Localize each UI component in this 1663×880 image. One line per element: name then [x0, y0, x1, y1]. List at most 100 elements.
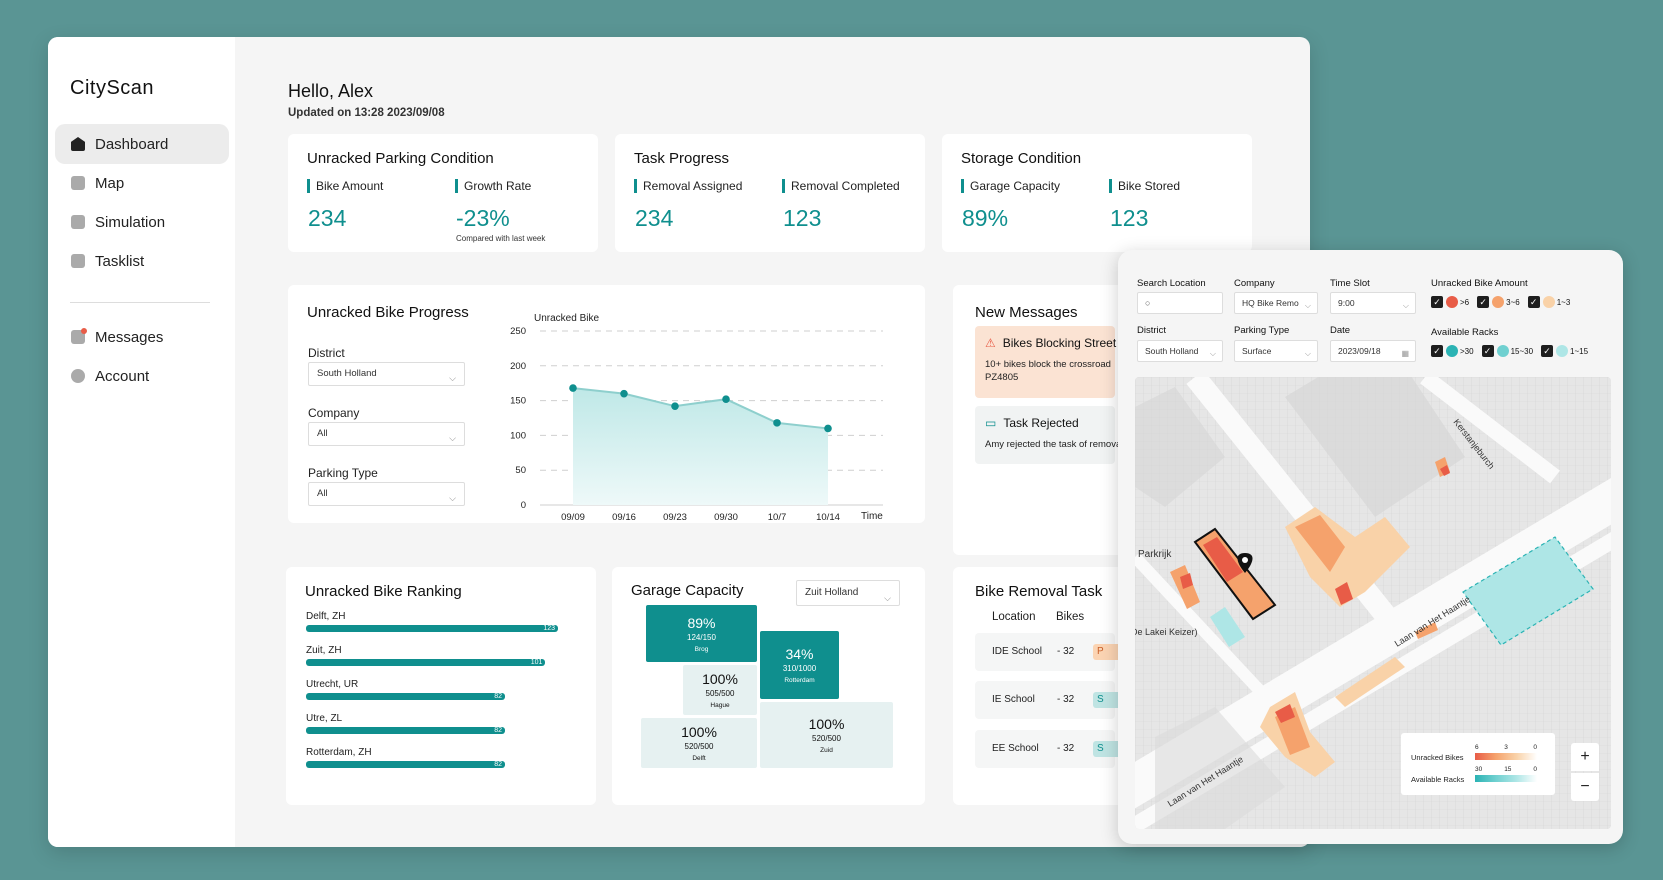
list-icon: [71, 254, 85, 268]
checkbox-checked[interactable]: ✓: [1431, 345, 1443, 357]
table-row[interactable]: IDE School - 32 P: [975, 633, 1123, 671]
map-view[interactable]: Kerstanjeburch Laan van Het Haantje Laan…: [1135, 377, 1611, 829]
tile-name: Hague: [710, 702, 730, 709]
region-select[interactable]: Zuit Holland ⌵: [796, 580, 900, 606]
ranking-bar[interactable]: 82: [306, 761, 506, 768]
checkbox-checked[interactable]: ✓: [1477, 296, 1490, 308]
select-value: South Holland: [317, 368, 377, 379]
message-warning[interactable]: ⚠ Bikes Blocking Street 10+ bikes block t…: [975, 326, 1116, 398]
sidebar-item-tasklist[interactable]: Tasklist: [55, 241, 229, 281]
row-bikes: - 32: [1057, 694, 1075, 705]
message-title: Task Rejected: [1003, 416, 1079, 430]
x-axis-label: Time: [861, 511, 883, 521]
district-select[interactable]: South Holland ⌵: [1137, 340, 1223, 362]
bike-stored-metric: Bike Stored 123: [1109, 179, 1180, 232]
street-label: De Lakei Keizer): [1135, 627, 1198, 637]
area-fill: [573, 388, 828, 505]
garage-tile[interactable]: 34% 310/1000 Rotterdam: [760, 631, 839, 699]
parking-type-select[interactable]: All ⌵: [308, 482, 465, 506]
ranking-bar[interactable]: 82: [306, 727, 506, 734]
card-title: New Messages: [975, 304, 1078, 321]
removal-completed-metric: Removal Completed 123: [782, 179, 900, 232]
sidebar-item-label: Messages: [95, 328, 164, 346]
select-value: 9:00: [1338, 298, 1355, 308]
chevron-down-icon: ⌵: [449, 373, 456, 383]
checkbox-checked[interactable]: ✓: [1541, 345, 1554, 357]
location-pin-icon: [1237, 553, 1253, 573]
y-tick-label: 250: [510, 326, 526, 337]
bike-amount-metric: Bike Amount 234: [307, 179, 383, 232]
company-label: Company: [1234, 278, 1275, 289]
sidebar-item-account[interactable]: Account: [55, 356, 229, 396]
sidebar-item-messages[interactable]: Messages: [55, 317, 229, 357]
row-location: IDE School: [992, 646, 1043, 657]
card-title: Task Progress: [634, 150, 730, 167]
greeting: Hello, Alex: [288, 81, 374, 101]
tile-fraction: 310/1000: [782, 664, 817, 673]
growth-rate-metric: Growth Rate -23% Compared with last week: [455, 179, 545, 243]
legend-label: Available Racks: [1411, 775, 1465, 784]
notification-dot: [81, 328, 87, 334]
filter-option: 15~30: [1510, 346, 1534, 356]
unracked-bike-chart: Unracked Bike 250 200 150 100 50 0 09/09 09/16 09…: [510, 313, 883, 521]
road: [1135, 552, 1280, 712]
date-label: Date: [1330, 325, 1351, 336]
building: [1155, 707, 1285, 829]
garage-tile[interactable]: 100% 520/500 Zuid: [760, 702, 893, 768]
chevron-down-icon: ⌵: [1304, 349, 1311, 358]
tile-name: Rotterdam: [784, 677, 815, 684]
unracked-parking-card: Unracked Parking Condition Bike Amount 2…: [288, 134, 598, 252]
sidebar-item-dashboard[interactable]: Dashboard: [55, 124, 229, 164]
metric-label: Bike Stored: [1109, 179, 1180, 193]
company-select[interactable]: HQ Bike Remo ⌵: [1234, 292, 1318, 314]
card-title: Bike Removal Task: [975, 583, 1103, 600]
road: [1420, 377, 1560, 484]
legend-bar: [1475, 753, 1537, 760]
chevron-down-icon: ⌵: [1209, 349, 1216, 358]
row-bikes: - 32: [1057, 743, 1075, 754]
garage-tile[interactable]: 89% 124/150 Brog: [646, 605, 757, 662]
ranking-value: 101: [530, 659, 543, 666]
data-point: [671, 402, 679, 410]
message-task-rejected[interactable]: ▭ Task Rejected Amy rejected the task of …: [975, 406, 1123, 464]
tile-name: Zuid: [820, 747, 833, 754]
y-tick-label: 100: [510, 430, 526, 441]
metric-value: 89%: [962, 205, 1009, 231]
sidebar: CityScan Dashboard Map Simulation Taskli…: [48, 37, 235, 847]
checkbox-checked[interactable]: ✓: [1527, 296, 1540, 308]
sidebar-item-simulation[interactable]: Simulation: [55, 202, 229, 242]
table-row[interactable]: EE School - 32 S: [975, 730, 1123, 768]
ranking-bar[interactable]: 123: [306, 625, 558, 632]
ranking-bar[interactable]: 101: [306, 659, 546, 666]
date-input[interactable]: 2023/09/18 ▦: [1330, 340, 1416, 362]
garage-tile[interactable]: 100% 505/500 Hague: [683, 665, 757, 715]
table-row[interactable]: IE School - 32 S: [975, 681, 1123, 719]
parking-type-select[interactable]: Surface ⌵: [1234, 340, 1318, 362]
sidebar-item-label: Dashboard: [95, 135, 169, 153]
checkbox-checked[interactable]: ✓: [1431, 296, 1443, 308]
ranking-bar[interactable]: 82: [306, 693, 506, 700]
y-tick-label: 0: [521, 500, 526, 511]
ranking-label: Delft, ZH: [306, 611, 346, 622]
y-tick-label: 50: [515, 465, 526, 476]
district-select[interactable]: South Holland ⌵: [308, 362, 465, 386]
x-tick-label: 10/7: [768, 512, 787, 521]
tile-name: Delft: [692, 755, 706, 762]
chat-icon: ▭: [985, 416, 997, 430]
company-select[interactable]: All ⌵: [308, 422, 465, 446]
building: [1285, 377, 1465, 517]
garage-tile[interactable]: 100% 520/500 Delft: [641, 718, 757, 768]
metric-value: 234: [308, 205, 347, 231]
zoom-in-button[interactable]: +: [1571, 743, 1599, 771]
time-slot-select[interactable]: 9:00 ⌵: [1330, 292, 1416, 314]
data-point: [722, 395, 730, 404]
ranking-label: Rotterdam, ZH: [306, 747, 372, 758]
chevron-down-icon: ⌵: [449, 433, 456, 443]
filter-option: >30: [1460, 346, 1474, 356]
search-input[interactable]: ○: [1137, 292, 1223, 314]
checkbox-checked[interactable]: ✓: [1481, 345, 1494, 357]
sidebar-item-map[interactable]: Map: [55, 163, 229, 203]
zoom-out-button[interactable]: −: [1571, 773, 1599, 801]
home-icon: [71, 137, 85, 151]
metric-value: -23%: [456, 205, 510, 231]
